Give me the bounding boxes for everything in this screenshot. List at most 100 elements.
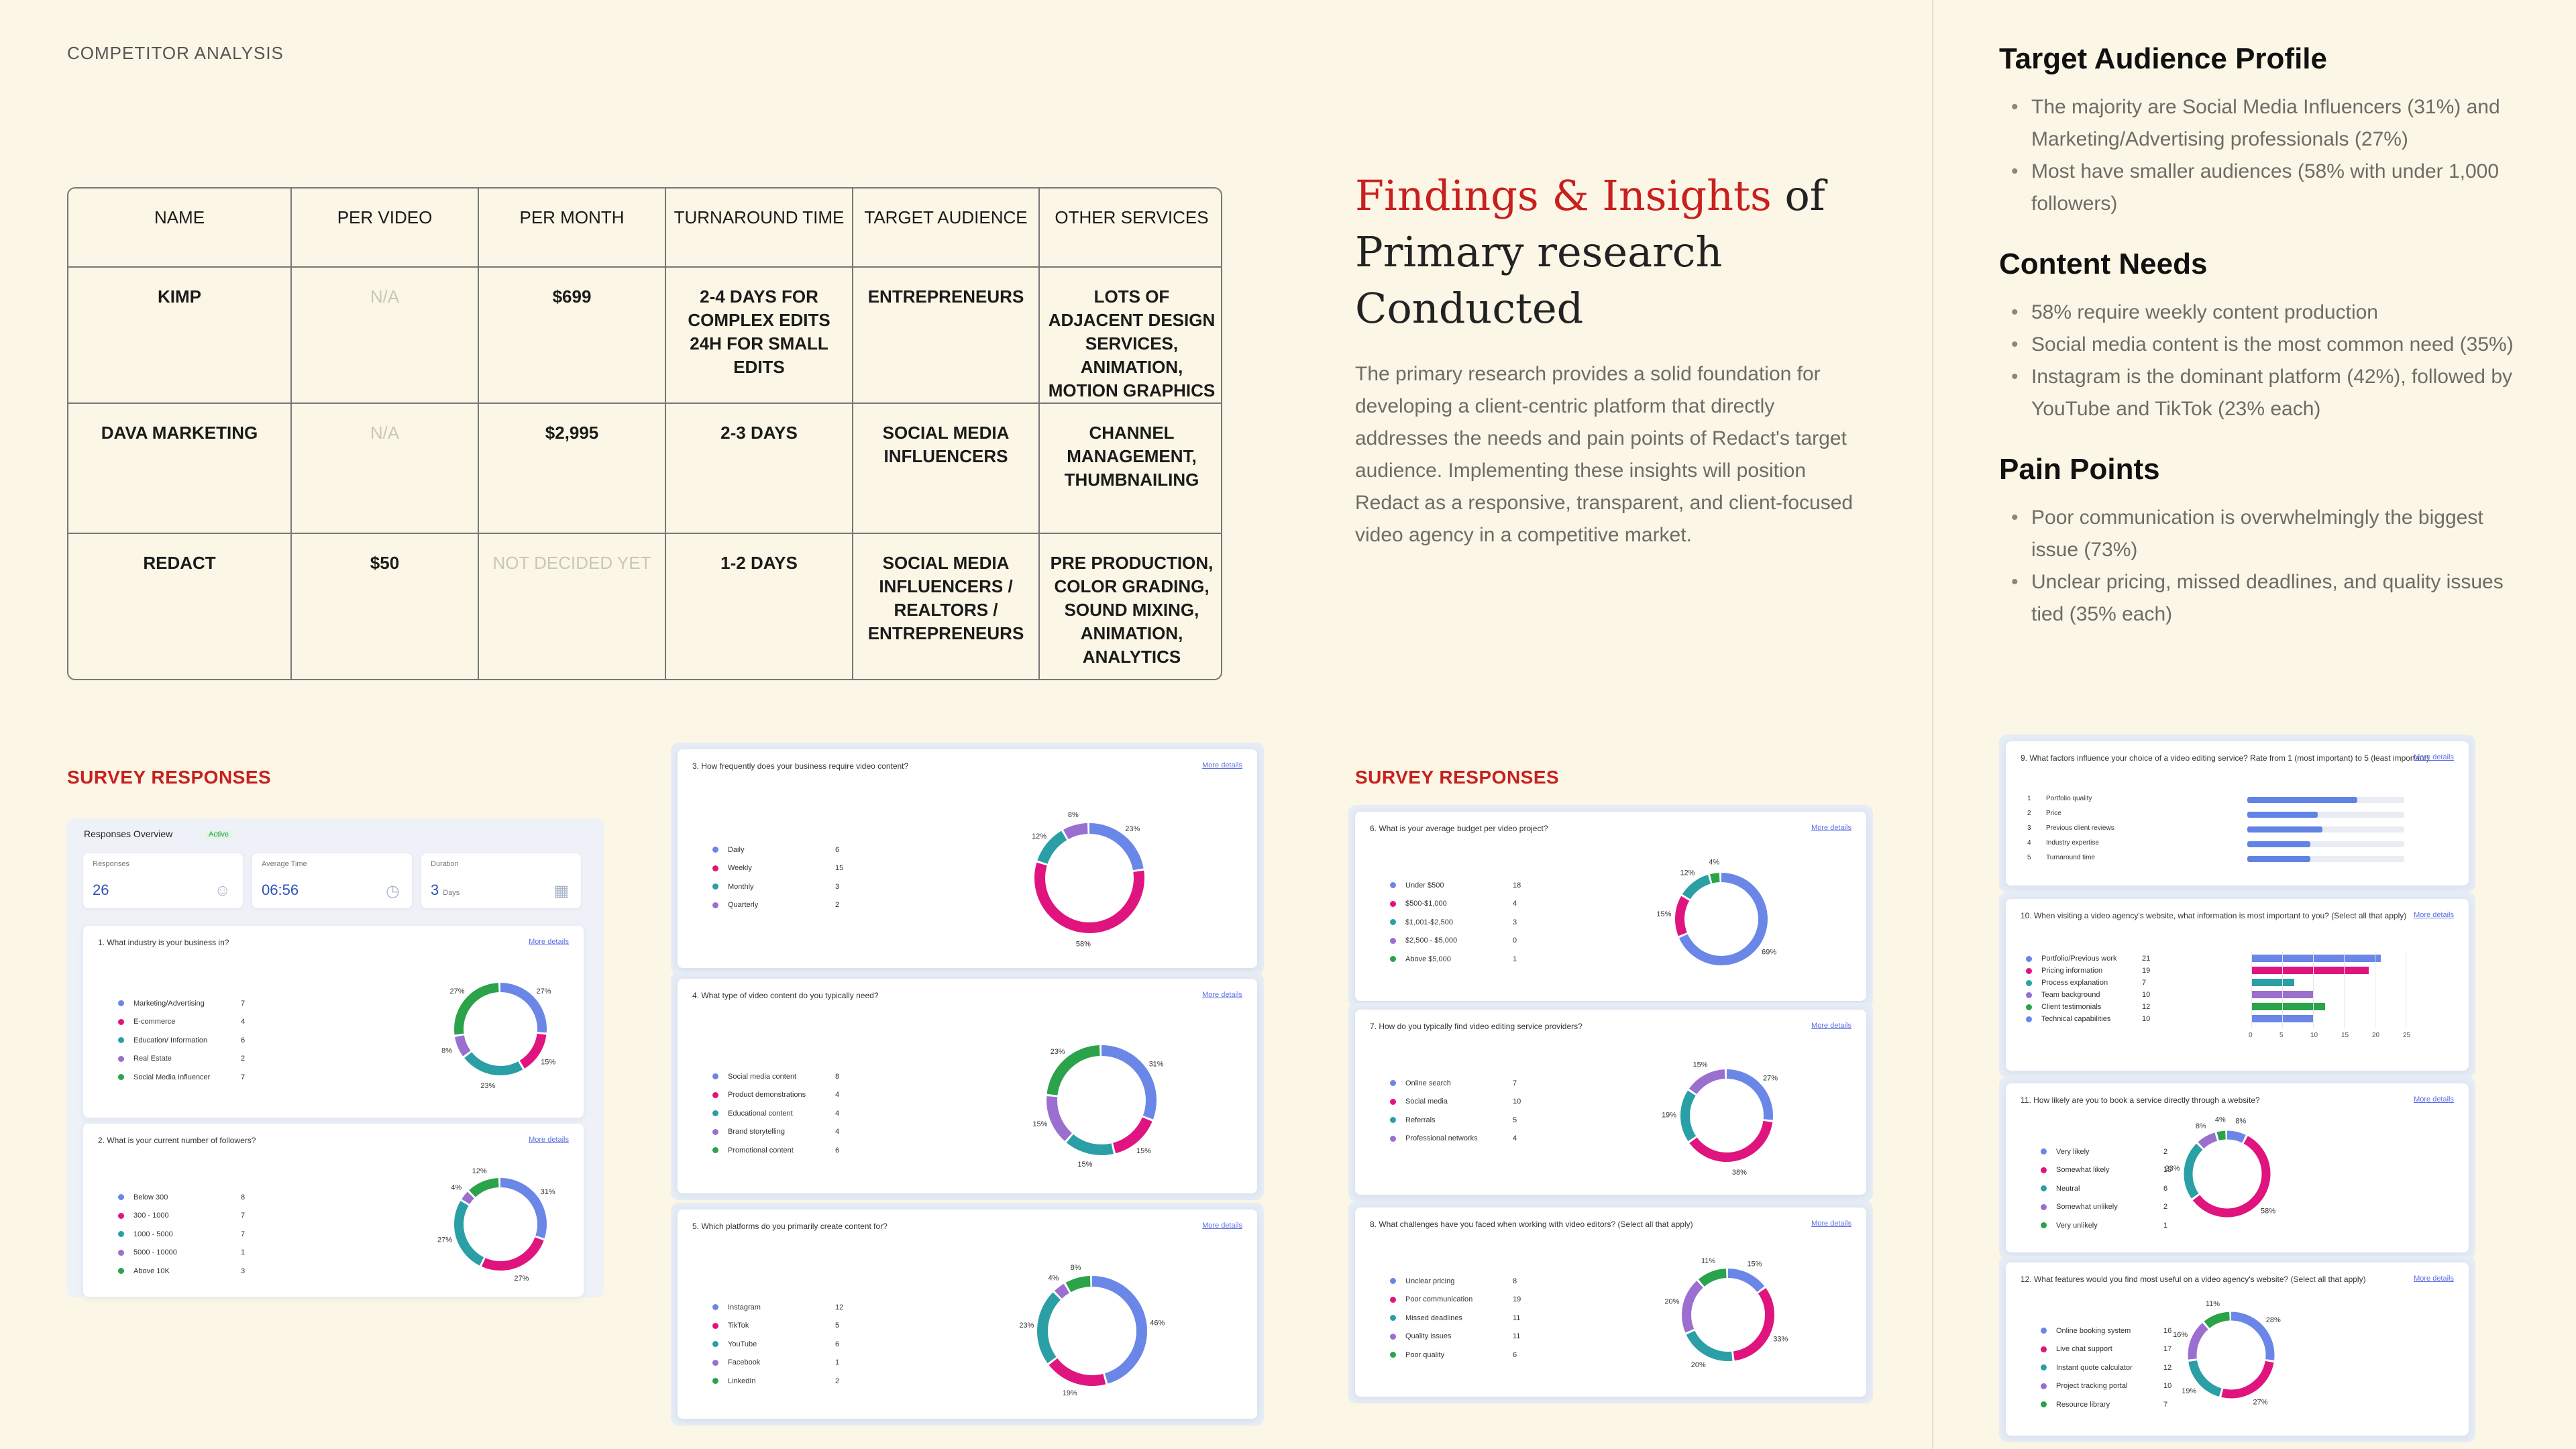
section-heading: Pain Points	[1999, 453, 2160, 486]
legend-item: $500-$1,000 4	[1390, 895, 1521, 914]
rank-label: Portfolio quality	[2046, 795, 2092, 802]
legend-dot	[118, 1074, 124, 1081]
slice-label: 27%	[437, 1236, 452, 1244]
legend-label: Project tracking portal	[2056, 1382, 2128, 1391]
legend-item: YouTube 6	[712, 1335, 843, 1354]
slice-label: 69%	[1762, 948, 1776, 956]
axis-gridline	[2251, 951, 2252, 1028]
clock-icon: ◷	[386, 882, 400, 900]
legend-label: Social media content	[728, 1072, 797, 1081]
legend-label: Facebook	[728, 1358, 761, 1367]
legend-count: 4	[1513, 900, 1517, 908]
more-details-link[interactable]: More details	[529, 938, 569, 946]
donut-slice	[454, 983, 547, 1075]
table-cell: PRE PRODUCTION, COLOR GRADING, SOUND MIX…	[1038, 533, 1221, 679]
legend-dot	[2041, 1364, 2047, 1371]
legend-dot	[118, 1268, 124, 1275]
slice-label: 31%	[1149, 1061, 1164, 1069]
legend-dot	[2026, 967, 2032, 974]
legend-count: 8	[835, 1072, 840, 1081]
legend-label: Above 10K	[133, 1267, 170, 1275]
more-details-link[interactable]: More details	[2414, 1275, 2454, 1283]
slice-label: 58%	[1076, 941, 1091, 949]
section-heading: Target Audience Profile	[1999, 42, 2327, 75]
slice-label: 46%	[1150, 1320, 1165, 1328]
donut-slice	[1034, 823, 1144, 933]
legend-count: 6	[2163, 1184, 2168, 1193]
legend-count: 3	[241, 1267, 246, 1275]
legend-dot	[712, 1341, 718, 1348]
slice-label: 27%	[1763, 1075, 1778, 1083]
slice-label: 31%	[541, 1188, 555, 1196]
question-title: 5. Which platforms do you primarily crea…	[692, 1222, 888, 1231]
legend-dot	[2026, 955, 2032, 962]
slice-label: 27%	[2253, 1398, 2268, 1406]
legend-dot	[1390, 900, 1396, 907]
legend-label: Product demonstrations	[728, 1091, 806, 1099]
legend-item: Facebook 1	[712, 1354, 843, 1373]
legend-item: Very likely 2	[2041, 1142, 2171, 1161]
rank-row: 3 Previous client reviews	[2027, 824, 2114, 832]
legend-count: 7	[1513, 1079, 1517, 1087]
table-body: KIMP N/A $699 2-4 DAYS FOR COMPLEX EDITS 24…	[68, 266, 1221, 679]
donut-slice	[1046, 1045, 1157, 1155]
table-cell: REDACT	[68, 533, 292, 679]
legend-label: Quarterly	[728, 901, 759, 910]
legend-item: Referrals 5	[1390, 1111, 1521, 1130]
table-cell: KIMP	[68, 266, 292, 404]
slice-label: 27%	[536, 987, 551, 996]
legend-label: Poor quality	[1405, 1350, 1445, 1359]
slice-label: 8%	[441, 1047, 452, 1055]
more-details-link[interactable]: More details	[1811, 1022, 1851, 1030]
legend-item: Daily 6	[712, 841, 843, 859]
legend-label: Above $5,000	[1405, 955, 1451, 963]
more-details-link[interactable]: More details	[1202, 991, 1242, 999]
legend-item: Under $500 18	[1390, 876, 1521, 895]
legend-count: 1	[1513, 955, 1517, 963]
legend-dot	[2026, 1016, 2032, 1022]
legend-label: Live chat support	[2056, 1345, 2112, 1354]
legend-label: Social Media Influencer	[133, 1073, 211, 1081]
rank-bar	[2247, 841, 2310, 847]
donut-slice	[1037, 1276, 1147, 1386]
legend-count: 2	[2163, 1147, 2168, 1156]
table-cell: 2-3 DAYS	[665, 402, 853, 534]
legend-label: Neutral	[2056, 1184, 2080, 1193]
legend-dot	[1390, 1296, 1396, 1303]
table-header-cell: OTHER SERVICES	[1038, 189, 1221, 268]
more-details-link[interactable]: More details	[1202, 761, 1242, 769]
legend-label: Education/ Information	[133, 1036, 208, 1044]
slice-label: 11%	[2206, 1300, 2220, 1308]
chart-legend: Below 300 8 300 - 1000 7 1000 - 5000 7 5000 - …	[118, 1188, 245, 1281]
table-header-cell: TARGET AUDIENCE	[852, 189, 1040, 268]
legend-dot	[2041, 1185, 2047, 1192]
slice-label: 20%	[1691, 1361, 1706, 1369]
more-details-link[interactable]: More details	[2414, 1095, 2454, 1104]
legend-item: LinkedIn 2	[712, 1372, 843, 1391]
table-cell: N/A	[290, 266, 479, 404]
slice-label: 23%	[1125, 825, 1140, 833]
slice-label: 4%	[2215, 1116, 2226, 1124]
more-details-link[interactable]: More details	[2414, 753, 2454, 761]
donut-chart: 31% 15% 15% 15% 23%	[1032, 1045, 1164, 1169]
rank-label: Turnaround time	[2046, 854, 2095, 861]
more-details-link[interactable]: More details	[529, 1136, 569, 1144]
donut-slice	[2188, 1311, 2275, 1399]
more-details-link[interactable]: More details	[1811, 824, 1851, 832]
legend-label: Online booking system	[2056, 1326, 2131, 1335]
more-details-link[interactable]: More details	[2414, 911, 2454, 919]
more-details-link[interactable]: More details	[1202, 1222, 1242, 1230]
more-details-link[interactable]: More details	[1811, 1220, 1851, 1228]
legend-item: Neutral 6	[2041, 1179, 2171, 1198]
slice-label: 15%	[1077, 1161, 1092, 1169]
legend-item: 1000 - 5000 7	[118, 1225, 245, 1244]
legend-label: Portfolio/Previous work	[2041, 955, 2117, 963]
legend-count: 6	[835, 845, 840, 854]
legend-count: 11	[1513, 1313, 1521, 1322]
legend-count: 2	[835, 1377, 840, 1385]
survey-card: 11. How likely are you to book a service…	[2006, 1083, 2469, 1252]
legend-item: Marketing/Advertising 7	[118, 994, 245, 1013]
chart-legend: Portfolio/Previous work 21 Pricing informa…	[2026, 953, 2150, 1025]
legend-label: Below 300	[133, 1193, 168, 1201]
calendar-icon: ▦	[553, 882, 569, 900]
